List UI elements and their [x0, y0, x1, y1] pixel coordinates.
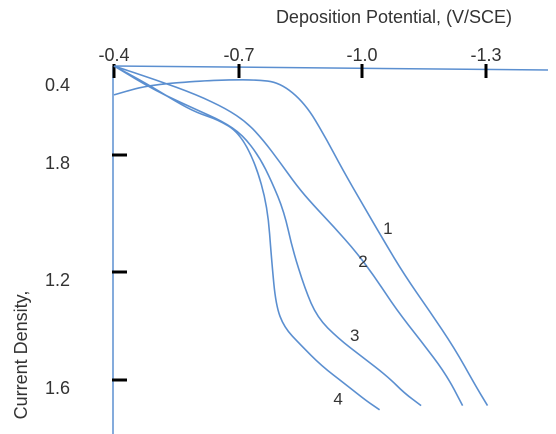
tick-group: -0.4 -0.7 -1.0 -1.3 0.4 1.8 1.2 1.6: [45, 45, 502, 398]
y-tick-label: 1.2: [45, 270, 70, 290]
x-tick-label: -1.3: [470, 45, 501, 65]
series-line-2: [113, 65, 464, 406]
series-line-1: [113, 78, 489, 407]
x-tick-label: -1.0: [346, 45, 377, 65]
x-tick-label: -0.4: [98, 45, 129, 65]
y-tick-label: 1.8: [45, 153, 70, 173]
series-label-4: 4: [333, 389, 342, 408]
series-label-1: 1: [383, 219, 392, 238]
series-label-3: 3: [350, 326, 359, 345]
series-line-4: [113, 65, 381, 411]
x-tick-label: -0.7: [223, 45, 254, 65]
y-tick-label: 1.6: [45, 378, 70, 398]
axes: [112, 65, 549, 434]
x-axis-title: Deposition Potential, (V/SCE): [276, 7, 512, 27]
series-line-3: [113, 65, 422, 407]
x-axis-line: [112, 65, 549, 71]
y-tick-label: 0.4: [45, 75, 70, 95]
y-axis-title: Current Density,: [11, 291, 31, 420]
series-label-2: 2: [358, 252, 367, 271]
series-group: 12 3 4: [113, 65, 489, 411]
